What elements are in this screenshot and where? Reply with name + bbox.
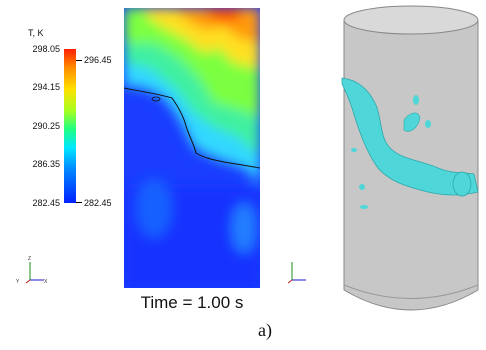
axis-label-x: X (44, 279, 48, 285)
temperature-field (124, 8, 260, 288)
field-min-marker (76, 202, 82, 203)
legend-tick-4: 286.35 (32, 159, 60, 169)
legend-tick-min: 282.45 (32, 198, 60, 208)
field-max-label: 296.45 (84, 55, 112, 65)
field-min-label: 282.45 (84, 198, 112, 208)
axis-label-y: Y (16, 279, 20, 285)
cylinder-isosurface (341, 5, 479, 311)
legend-title: T, K (28, 28, 44, 38)
axis-label-z: Z (28, 256, 32, 262)
field-max-marker (76, 60, 82, 61)
legend-tick-3: 290.25 (32, 121, 60, 131)
axis-triad-left (25, 262, 44, 284)
time-caption: Time = 1.00 s (140, 293, 244, 312)
legend-tick-max: 298.05 (32, 44, 60, 54)
colorbar (64, 49, 76, 203)
subfigure-label: a) (258, 320, 272, 340)
legend-tick-2: 294.15 (32, 82, 60, 92)
axis-triad-right (287, 262, 306, 284)
